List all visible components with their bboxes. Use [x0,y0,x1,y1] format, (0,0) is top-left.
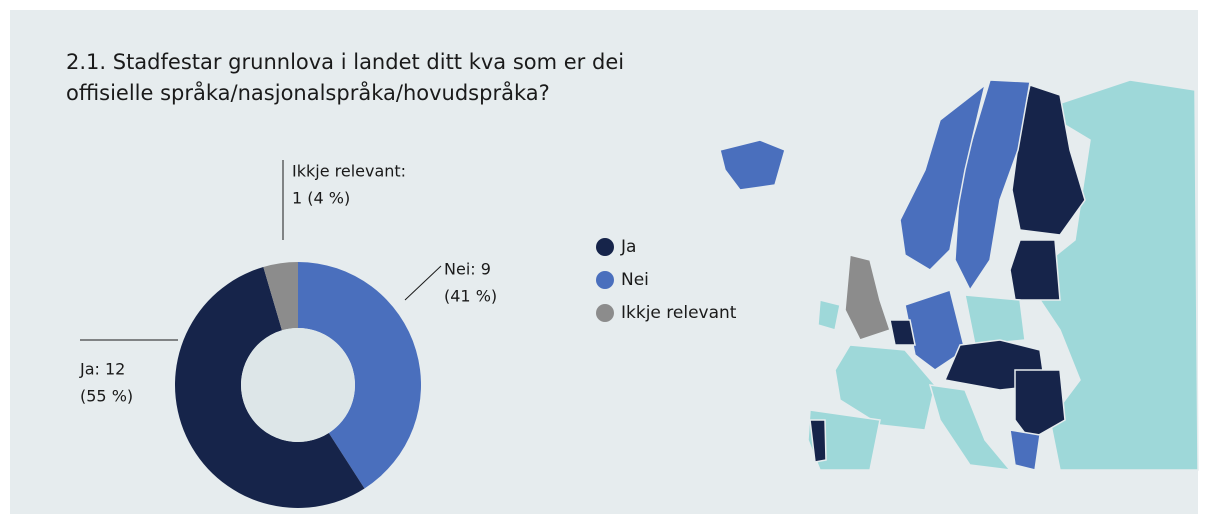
donut-slice [263,262,298,331]
donut-slice [298,262,421,489]
donut-hole [241,328,355,442]
data-label: 1 (4 %) [292,189,350,208]
data-label: Nei: 9 [444,260,491,279]
donut-slice [174,266,365,509]
data-label: (55 %) [80,387,133,406]
legend-swatch [596,271,614,289]
europe-map [719,79,1199,471]
legend-label: Ja [620,237,636,257]
leader-line [404,265,442,301]
data-label: Ja: 12 [79,360,125,379]
legend-swatch [596,304,614,322]
chart-title: 2.1. Stadfestar grunnlova i landet ditt … [66,50,624,74]
legend-swatch [596,238,614,256]
legend-label: Ikkje relevant [621,303,737,323]
data-label: Ikkje relevant: [292,162,406,181]
chart-title: offisielle språka/nasjonalspråka/hovudsp… [66,80,550,105]
data-label: (41 %) [444,287,497,306]
legend-label: Nei [621,270,649,290]
